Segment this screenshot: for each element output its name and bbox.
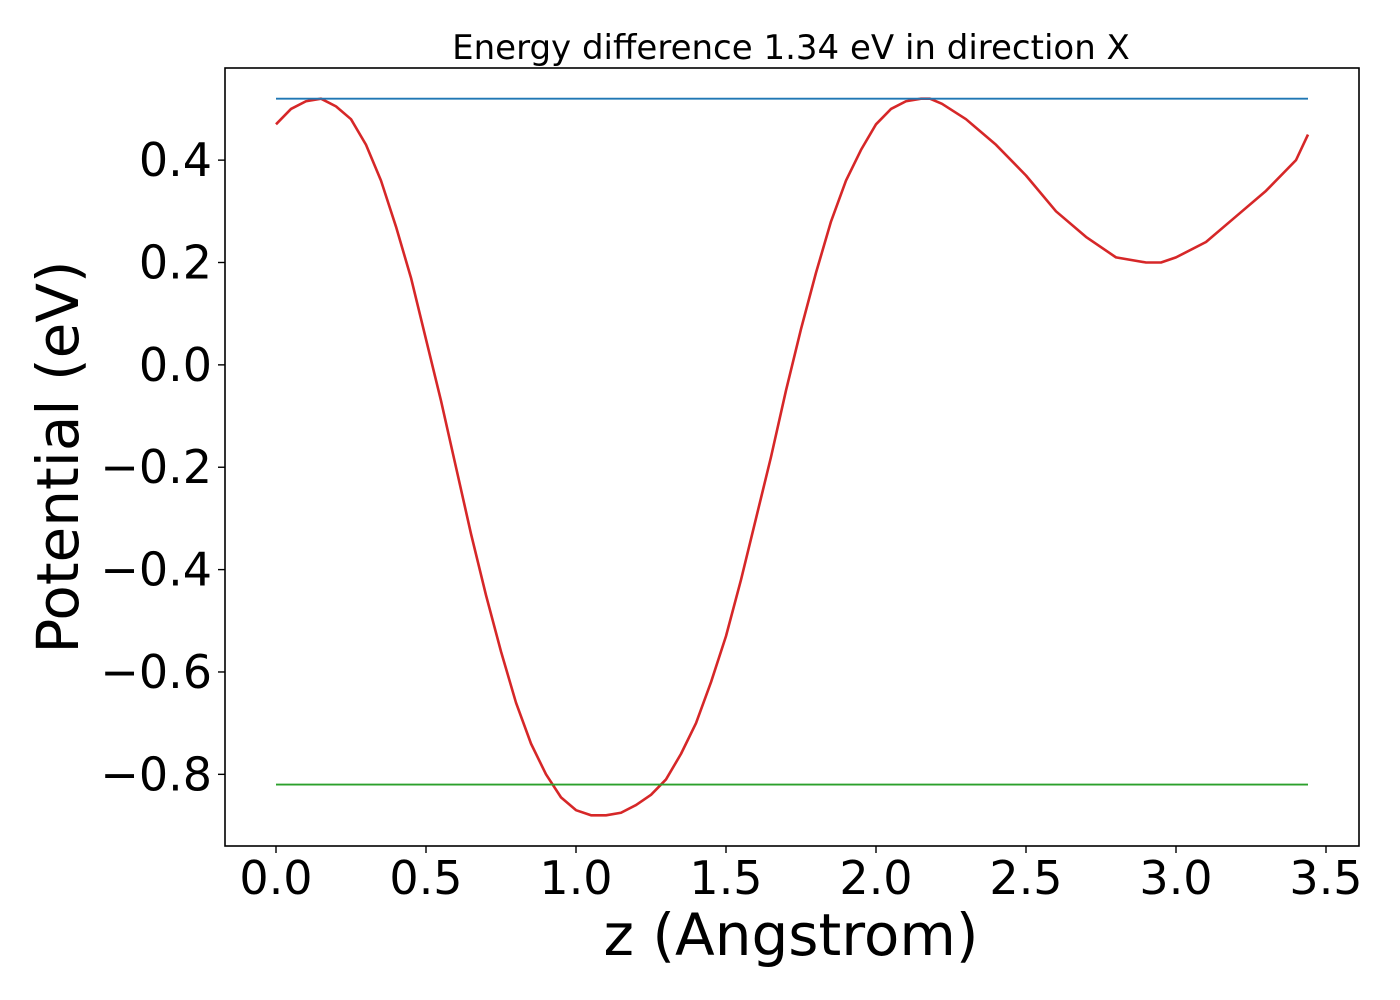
x-axis-ticks: 0.0 0.5 1.0 1.5 2.0 2.5 3.0 3.5 bbox=[239, 846, 1363, 905]
y-tick-label: −0.6 bbox=[100, 645, 212, 699]
y-tick-label: 0.0 bbox=[139, 338, 212, 392]
x-tick-label: 2.0 bbox=[839, 851, 912, 905]
x-tick-label: 0.0 bbox=[239, 851, 312, 905]
y-axis-ticks: 0.4 0.2 0.0 −0.2 −0.4 −0.6 −0.8 bbox=[100, 133, 225, 801]
x-tick-label: 1.5 bbox=[689, 851, 762, 905]
x-tick-label: 1.0 bbox=[539, 851, 612, 905]
x-tick-label: 3.0 bbox=[1139, 851, 1212, 905]
y-tick-label: 0.4 bbox=[139, 133, 212, 187]
x-tick-label: 2.5 bbox=[989, 851, 1062, 905]
x-tick-label: 3.5 bbox=[1289, 851, 1362, 905]
plot-frame bbox=[224, 67, 1360, 847]
plot-layer bbox=[275, 97, 1310, 817]
y-axis-label: Potential (eV) bbox=[24, 260, 92, 653]
y-tick-label: −0.2 bbox=[100, 440, 212, 494]
y-tick-label: −0.4 bbox=[100, 543, 212, 597]
x-axis-label: z (Angstrom) bbox=[604, 901, 979, 969]
series-line-0 bbox=[275, 97, 1310, 817]
y-tick-label: −0.8 bbox=[100, 747, 212, 801]
x-tick-label: 0.5 bbox=[389, 851, 462, 905]
chart-title: Energy difference 1.34 eV in direction X bbox=[452, 28, 1130, 68]
y-tick-label: 0.2 bbox=[139, 236, 212, 290]
